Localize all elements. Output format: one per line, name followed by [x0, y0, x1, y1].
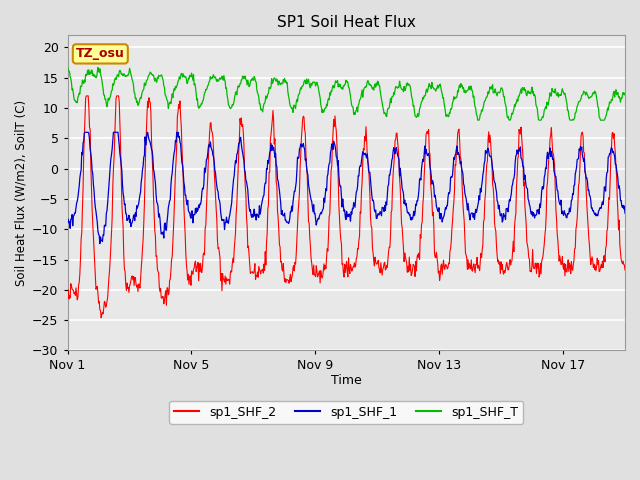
Text: TZ_osu: TZ_osu — [76, 48, 125, 60]
Legend: sp1_SHF_2, sp1_SHF_1, sp1_SHF_T: sp1_SHF_2, sp1_SHF_1, sp1_SHF_T — [170, 401, 523, 424]
X-axis label: Time: Time — [331, 374, 362, 387]
Title: SP1 Soil Heat Flux: SP1 Soil Heat Flux — [277, 15, 416, 30]
Y-axis label: Soil Heat Flux (W/m2), SoilT (C): Soil Heat Flux (W/m2), SoilT (C) — [15, 100, 28, 286]
